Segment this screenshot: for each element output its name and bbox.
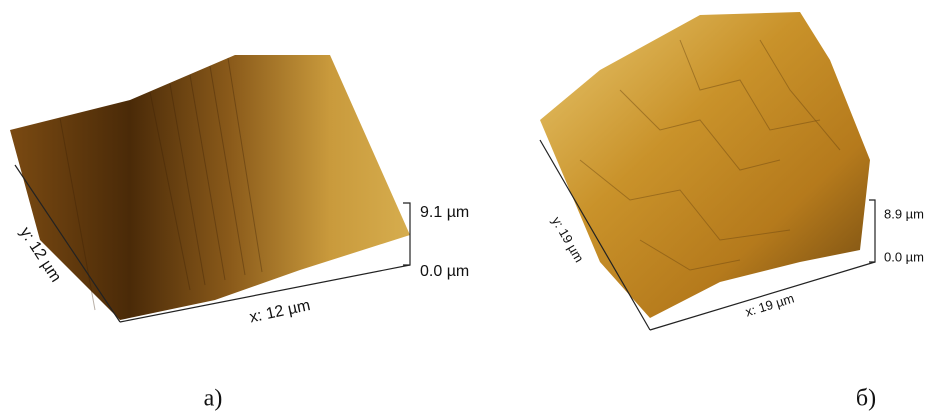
panel-b: y: 19 µm x: 19 µm 8.9 µm 0.0 µm б) [540, 12, 924, 412]
panel-label: б) [856, 386, 876, 412]
x-axis-label: x: 12 µm [248, 297, 312, 326]
panel-a: y: 12 µm x: 12 µm 9.1 µm 0.0 µm а) [10, 55, 469, 412]
surface [540, 12, 870, 318]
y-axis-label: y: 19 µm [549, 214, 587, 265]
z-bottom-label: 0.0 µm [420, 263, 469, 280]
surface [10, 55, 410, 320]
z-top-label: 8.9 µm [884, 206, 924, 221]
z-bottom-label: 0.0 µm [884, 249, 924, 264]
figure: y: 12 µm x: 12 µm 9.1 µm 0.0 µm а) y: 19… [0, 0, 935, 417]
panel-label: а) [204, 386, 223, 412]
z-axis-line [869, 200, 875, 262]
z-top-label: 9.1 µm [420, 204, 469, 221]
x-axis-label: x: 19 µm [744, 290, 796, 319]
